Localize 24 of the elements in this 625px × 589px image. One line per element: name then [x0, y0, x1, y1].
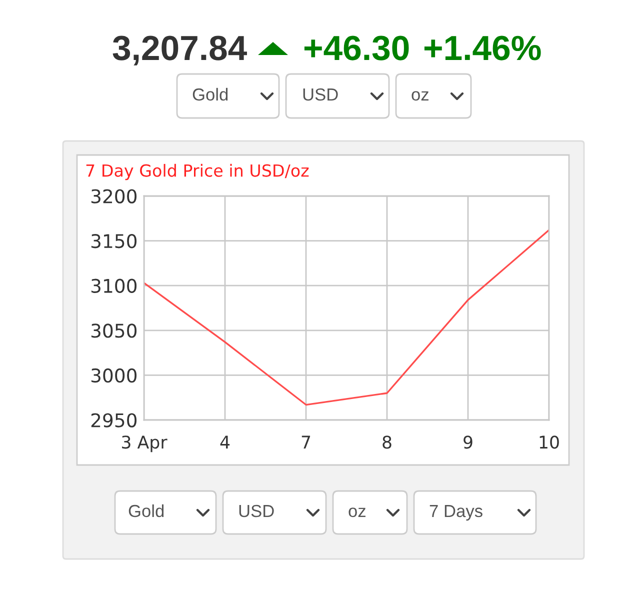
x-tick-label: 7 — [302, 436, 310, 448]
x-tick-label: 3 Apr — [122, 436, 168, 452]
y-tick-label: 3150 — [91, 234, 137, 248]
text: oz — [348, 508, 366, 518]
text: Gold — [192, 88, 228, 101]
text: Gold — [128, 504, 164, 518]
y-tick-label: 3000 — [91, 368, 137, 383]
chart-title: 7 Day Gold Price in USD/oz — [86, 164, 309, 180]
x-tick-label: 8 — [382, 436, 392, 449]
text: USD — [239, 504, 274, 518]
x-tick-label: 10 — [540, 436, 559, 449]
y-tick-label: 3200 — [91, 189, 137, 204]
text: oz — [412, 91, 428, 101]
x-tick-label: 4 — [220, 436, 230, 448]
text: 3,207.84 — [112, 36, 247, 66]
y-tick-label: 3050 — [91, 324, 137, 338]
y-tick-label: 2950 — [91, 413, 137, 428]
x-tick-label: 9 — [464, 436, 472, 449]
y-tick-label: 3100 — [91, 278, 137, 293]
text: USD — [303, 88, 338, 101]
text: +46.30 — [304, 36, 409, 60]
line-series — [144, 229, 549, 406]
text: 7 Days — [430, 505, 482, 521]
text: +1.46% — [424, 36, 541, 60]
